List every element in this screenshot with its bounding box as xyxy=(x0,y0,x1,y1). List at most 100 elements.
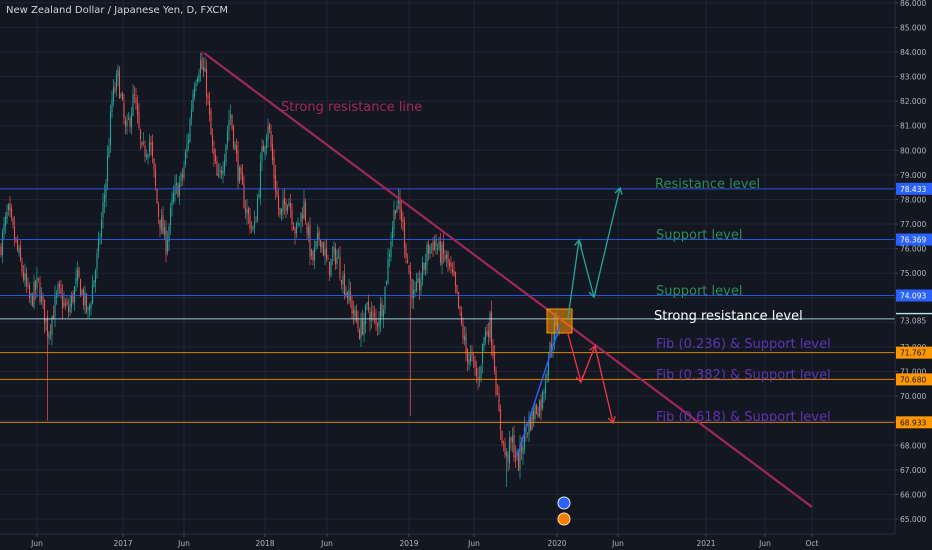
candle-body xyxy=(484,331,487,341)
candle xyxy=(238,165,241,184)
candle xyxy=(316,224,319,250)
candle xyxy=(450,255,452,274)
bearish-projection xyxy=(566,329,614,424)
time-tick-label: Jun xyxy=(758,539,771,548)
candle xyxy=(354,305,356,323)
candle xyxy=(147,152,149,165)
candle-body xyxy=(471,352,473,356)
candle xyxy=(462,317,464,345)
candle-body xyxy=(300,212,302,223)
candle-body xyxy=(216,161,218,176)
candle xyxy=(220,166,223,179)
candle-body xyxy=(13,226,16,241)
candle-body xyxy=(108,146,110,158)
candle-body xyxy=(336,256,338,264)
candle-body xyxy=(112,86,115,102)
price-flag-label: 76.369 xyxy=(900,236,926,245)
candle-body xyxy=(454,272,457,286)
price-flag-label: 78.433 xyxy=(900,185,926,194)
candle xyxy=(33,274,35,310)
candle-body xyxy=(283,198,286,205)
candle-body xyxy=(57,284,59,294)
candle-body xyxy=(478,376,481,378)
candle-body xyxy=(96,253,98,270)
candle xyxy=(1,228,4,264)
price-flag-label: 74.093 xyxy=(900,291,926,300)
candle-body xyxy=(456,284,458,293)
time-tick-label: 2020 xyxy=(547,539,566,548)
candle-body xyxy=(303,200,305,219)
candle xyxy=(16,235,19,253)
candle-body xyxy=(313,247,316,260)
time-tick-label: Jun xyxy=(467,539,480,548)
candle-body xyxy=(217,174,220,176)
candle-body xyxy=(171,199,173,206)
candle-body xyxy=(88,305,91,311)
candle-body xyxy=(405,246,407,258)
candle xyxy=(0,242,2,258)
candle xyxy=(97,231,100,259)
candle-body xyxy=(460,312,463,324)
candle-body xyxy=(213,148,215,157)
candle-body xyxy=(294,228,296,234)
candle-body xyxy=(126,120,128,127)
candle-body xyxy=(54,296,56,317)
candle xyxy=(112,79,115,107)
candle xyxy=(334,243,337,270)
candle-body xyxy=(504,442,506,455)
candle xyxy=(274,164,277,200)
candle-body xyxy=(229,115,232,118)
candle xyxy=(96,248,98,279)
candle-body xyxy=(219,169,221,172)
candle-body xyxy=(411,279,413,299)
candle xyxy=(384,286,386,314)
candle xyxy=(504,437,506,459)
candle xyxy=(355,304,358,324)
candle xyxy=(31,292,34,307)
candle xyxy=(282,189,284,220)
candle xyxy=(39,275,41,305)
candle-body xyxy=(433,241,436,251)
candle xyxy=(195,79,197,92)
candle xyxy=(445,250,448,268)
candle-body xyxy=(192,93,194,111)
candle-body xyxy=(40,294,43,303)
candle-body xyxy=(495,369,497,395)
candle-body xyxy=(502,441,505,443)
candle xyxy=(351,296,353,319)
bullish-projection xyxy=(567,187,621,319)
candle-body xyxy=(247,208,250,215)
candle xyxy=(130,107,133,135)
time-tick-label: Jun xyxy=(30,539,43,548)
candle-body xyxy=(295,223,298,234)
candle xyxy=(336,249,338,270)
candle xyxy=(82,286,85,311)
candle-body xyxy=(399,197,401,211)
candle-body xyxy=(85,293,88,312)
candle xyxy=(163,219,166,241)
candle-body xyxy=(417,278,419,283)
candle xyxy=(271,135,274,165)
candle xyxy=(319,239,322,253)
candle-body xyxy=(483,337,485,347)
candle-body xyxy=(408,265,410,273)
price-flag xyxy=(896,289,932,302)
candle-body xyxy=(493,353,496,371)
candle-body xyxy=(406,260,409,263)
candle-body xyxy=(286,205,289,212)
candle xyxy=(496,383,499,395)
candle-body xyxy=(42,296,44,300)
candle xyxy=(243,175,245,209)
candle-body xyxy=(325,247,328,259)
candle-body xyxy=(349,291,352,301)
candle xyxy=(288,198,290,207)
candle-body xyxy=(237,151,239,181)
candle-body xyxy=(214,155,217,162)
candle xyxy=(366,301,368,311)
candle-body xyxy=(156,188,158,203)
candle-body xyxy=(343,273,346,295)
candle xyxy=(255,215,257,223)
candle xyxy=(61,283,64,320)
candle xyxy=(481,343,484,374)
